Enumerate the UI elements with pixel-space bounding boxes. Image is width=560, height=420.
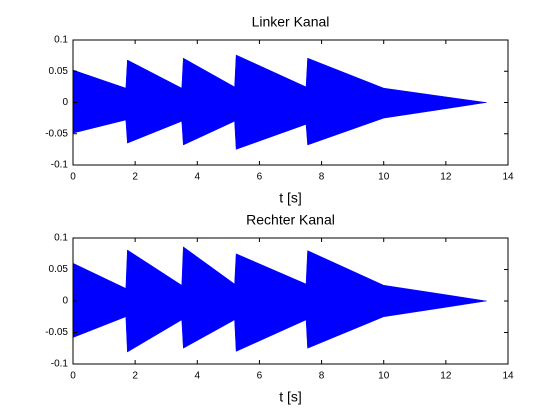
x-tick-label: 0 bbox=[70, 172, 76, 183]
y-tick-label: -0.1 bbox=[51, 160, 69, 171]
x-tick-label: 8 bbox=[319, 371, 325, 382]
x-tick-label: 10 bbox=[378, 371, 390, 382]
waveform-envelope bbox=[72, 300, 487, 353]
x-tick-label: 10 bbox=[378, 172, 390, 183]
x-axis-label: t [s] bbox=[279, 190, 302, 206]
x-tick-label: 2 bbox=[132, 371, 138, 382]
y-tick-label: 0 bbox=[62, 97, 68, 108]
chart-title: Linker Kanal bbox=[252, 14, 330, 30]
x-tick-label: 12 bbox=[440, 371, 452, 382]
x-tick-label: 4 bbox=[195, 172, 201, 183]
waveform-envelope bbox=[72, 54, 487, 103]
x-tick-label: 4 bbox=[195, 371, 201, 382]
x-tick-label: 14 bbox=[502, 371, 514, 382]
y-tick-label: 0.1 bbox=[54, 35, 68, 46]
y-tick-label: -0.1 bbox=[51, 359, 69, 370]
y-tick-label: 0.1 bbox=[54, 233, 68, 244]
x-tick-label: 14 bbox=[502, 172, 514, 183]
x-axis-label: t [s] bbox=[279, 389, 302, 405]
x-tick-label: 6 bbox=[257, 371, 263, 382]
x-tick-label: 8 bbox=[319, 172, 325, 183]
y-tick-label: 0 bbox=[62, 296, 68, 307]
x-tick-label: 6 bbox=[257, 172, 263, 183]
y-tick-label: -0.05 bbox=[45, 327, 68, 338]
y-tick-label: 0.05 bbox=[49, 264, 69, 275]
waveform-envelope bbox=[72, 246, 487, 302]
x-tick-label: 0 bbox=[70, 371, 76, 382]
y-tick-label: -0.05 bbox=[45, 128, 68, 139]
chart-title: Rechter Kanal bbox=[246, 212, 335, 228]
x-tick-label: 12 bbox=[440, 172, 452, 183]
x-tick-label: 2 bbox=[132, 172, 138, 183]
waveform-envelope bbox=[72, 102, 487, 150]
y-tick-label: 0.05 bbox=[49, 66, 69, 77]
